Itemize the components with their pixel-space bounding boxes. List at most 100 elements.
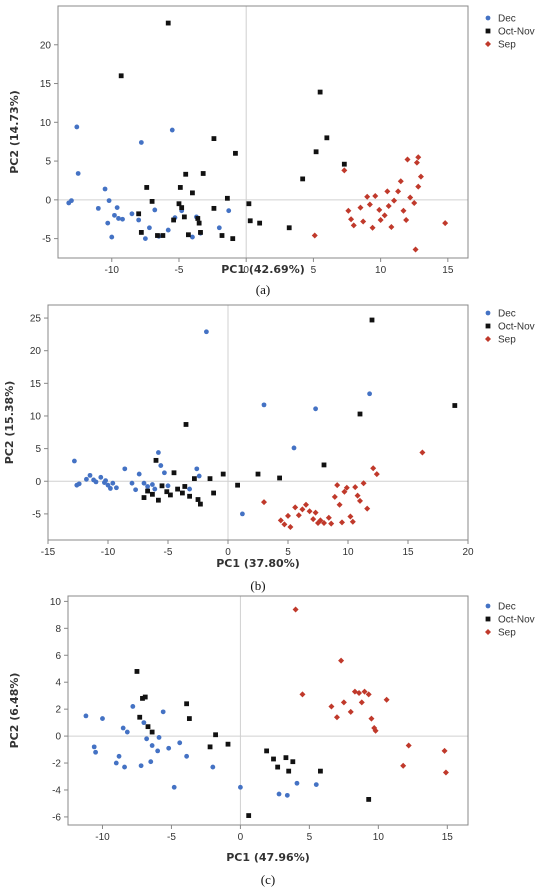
data-point (366, 797, 372, 802)
series-dec (83, 704, 319, 798)
data-point (181, 214, 187, 220)
data-point (156, 497, 161, 503)
data-point (156, 735, 162, 740)
data-point (303, 501, 309, 508)
panel-label: (a) (256, 282, 270, 297)
data-point (187, 486, 193, 492)
data-point (395, 188, 402, 195)
data-point (284, 792, 290, 798)
y-tick-label: 25 (30, 314, 42, 325)
data-point (276, 791, 282, 797)
legend-marker (485, 28, 491, 34)
data-point (137, 714, 143, 720)
series-sep (261, 449, 426, 530)
data-point (341, 161, 347, 167)
series-sep (292, 606, 449, 776)
data-point (105, 220, 111, 226)
data-point (149, 743, 155, 748)
y-axis-label: PC2 (6.48%) (8, 673, 21, 749)
data-point (180, 490, 185, 496)
data-point (142, 236, 148, 242)
data-point (175, 486, 180, 492)
data-point (225, 741, 231, 747)
data-point (171, 470, 177, 476)
data-point (165, 483, 171, 489)
data-point (271, 756, 276, 762)
data-point (238, 784, 243, 790)
data-point (385, 203, 392, 210)
data-point (186, 716, 192, 721)
data-point (383, 696, 390, 703)
data-point (106, 198, 112, 204)
x-tick-label: -5 (164, 547, 173, 558)
data-point (292, 504, 299, 511)
data-point (164, 489, 170, 495)
x-tick-label: 20 (462, 547, 474, 558)
data-point (365, 691, 372, 698)
y-tick-label: 2 (55, 705, 61, 716)
data-point (318, 768, 323, 774)
data-point (149, 198, 155, 204)
data-point (246, 201, 252, 207)
data-point (177, 185, 183, 190)
data-point (141, 480, 147, 486)
legend-marker (485, 15, 491, 21)
legend-marker (485, 41, 491, 47)
data-point (184, 753, 190, 759)
data-point (368, 715, 375, 722)
data-point (340, 699, 347, 706)
data-point (233, 150, 238, 156)
data-point (261, 499, 267, 506)
data-point (370, 465, 377, 472)
data-point (138, 230, 144, 235)
plot-frame (67, 595, 469, 826)
data-point (357, 497, 363, 504)
x-tick-label: -5 (167, 832, 176, 843)
series-oct-nov (118, 20, 347, 242)
x-tick-label: 15 (442, 832, 454, 843)
data-point (204, 329, 209, 335)
data-point (148, 759, 154, 765)
data-point (95, 205, 101, 211)
data-point (176, 201, 182, 207)
legend-entry: Dec (498, 14, 516, 25)
x-tick-label: -10 (105, 265, 120, 276)
data-point (354, 492, 361, 499)
y-tick-label: 0 (55, 732, 61, 743)
data-point (391, 197, 398, 204)
data-point (350, 222, 357, 229)
data-point (187, 493, 192, 499)
x-tick-label: 15 (402, 547, 414, 558)
y-tick-label: 20 (30, 346, 42, 357)
data-point (149, 729, 155, 735)
data-point (141, 720, 147, 726)
legend-entry: Oct-Nov (498, 615, 535, 626)
data-point (72, 458, 77, 464)
data-point (328, 520, 335, 527)
data-point (184, 701, 190, 707)
y-axis-label: PC2 (14.73%) (8, 90, 21, 174)
y-tick-label: 20 (40, 40, 52, 51)
data-point (169, 127, 175, 133)
x-tick-label: -15 (41, 547, 56, 558)
data-point (211, 205, 217, 211)
data-point (255, 471, 261, 477)
data-point (158, 463, 164, 468)
data-point (150, 491, 155, 497)
data-point (338, 657, 345, 664)
data-point (300, 176, 306, 182)
data-point (198, 230, 203, 235)
data-point (372, 727, 379, 734)
data-point (136, 471, 142, 477)
y-tick-label: -5 (42, 234, 51, 245)
data-point (129, 211, 135, 217)
data-point (211, 136, 217, 141)
data-point (361, 688, 368, 695)
x-tick-label: 10 (373, 832, 385, 843)
data-point (411, 199, 418, 206)
data-point (310, 516, 317, 523)
y-tick-label: 15 (40, 79, 52, 90)
data-point (235, 482, 240, 488)
data-point (349, 518, 356, 525)
data-point (129, 480, 135, 486)
